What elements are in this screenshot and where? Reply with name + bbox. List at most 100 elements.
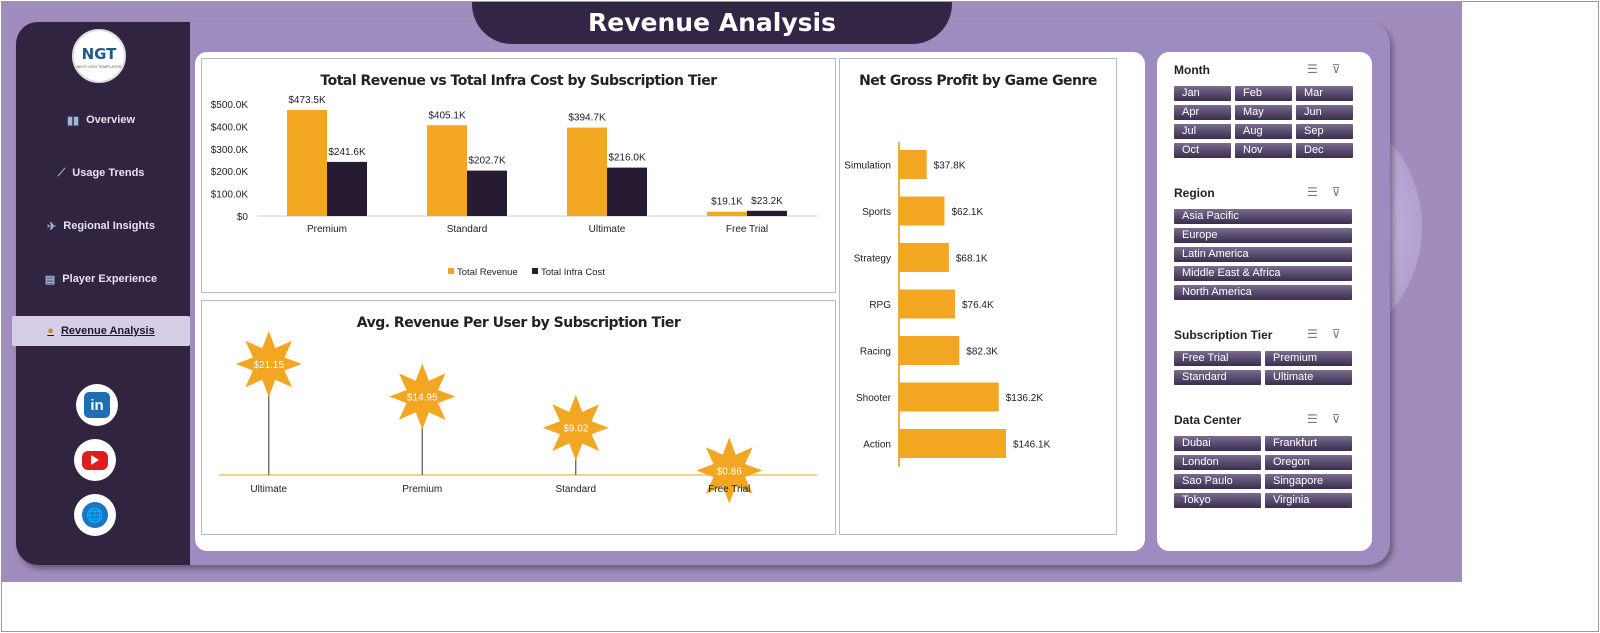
logo: NGT NEXT GEN TEMPLATES	[72, 29, 126, 83]
slicer-item[interactable]: Oregon	[1265, 455, 1352, 470]
bar-sports	[899, 196, 945, 226]
youtube-icon	[82, 450, 108, 470]
slicer-item[interactable]: May	[1235, 105, 1292, 120]
linkedin-button[interactable]: in	[76, 384, 118, 426]
slicer-item[interactable]: Dubai	[1174, 436, 1261, 451]
chart-title: Avg. Revenue Per User by Subscription Ti…	[356, 315, 681, 331]
slicer-item[interactable]: Free Trial	[1174, 351, 1261, 366]
slicer-item[interactable]: Oct	[1174, 143, 1231, 158]
slicer-item[interactable]: Nov	[1235, 143, 1292, 158]
slicer-item[interactable]: Jun	[1296, 105, 1353, 120]
sidebar-item-label: Player Experience	[62, 273, 158, 285]
bar-total-infra-cost	[747, 210, 787, 216]
bar-chart-icon: ▮▮	[66, 114, 80, 127]
slicer-item[interactable]: Tokyo	[1174, 493, 1261, 508]
bar-total-revenue	[427, 125, 467, 216]
multi-select-icon[interactable]: ☰	[1307, 327, 1318, 341]
data-label: $76.4K	[962, 300, 994, 311]
starburst-marker	[235, 331, 302, 397]
slicer-item[interactable]: Singapore	[1265, 474, 1352, 489]
slicer-item[interactable]: Mar	[1296, 86, 1353, 101]
money-bag-icon: ●	[47, 325, 54, 337]
arpu-chart: $21.15 Ultimate $14.95 Premium $9.02 Standard…	[219, 331, 817, 504]
y-tick-label: $100.0K	[211, 190, 249, 201]
data-label: $62.1K	[951, 207, 983, 218]
sidebar-item-player-experience[interactable]: ▤ Player Experience	[12, 264, 190, 294]
slicer-title: Region	[1174, 186, 1215, 200]
slicer-item[interactable]: Asia Pacific	[1174, 209, 1352, 224]
multi-select-icon[interactable]: ☰	[1307, 185, 1318, 199]
arpu-card: Avg. Revenue Per User by Subscription Ti…	[201, 300, 836, 535]
bar-racing	[899, 336, 960, 365]
slicer-item[interactable]: Aug	[1235, 124, 1292, 139]
legend-swatch	[448, 268, 454, 274]
y-tick-label: Strategy	[854, 254, 891, 265]
slicer-title: Subscription Tier	[1174, 328, 1273, 342]
sidebar-item-overview[interactable]: ▮▮ Overview	[12, 105, 190, 135]
data-label: $21.15	[253, 360, 284, 371]
data-label: $216.0K	[608, 153, 646, 164]
slicer-actions: ☰ ⊽	[1307, 185, 1341, 199]
slicer-item[interactable]: London	[1174, 455, 1261, 470]
youtube-button[interactable]	[74, 439, 116, 481]
slicer-panel: Month ☰ ⊽ Jan Feb Mar Apr May Jun Jul Aug Sep Oct Nov…	[1157, 52, 1372, 551]
slicer-title: Data Center	[1174, 413, 1242, 427]
bar-rpg	[899, 289, 955, 319]
slicer-actions: ☰ ⊽	[1307, 62, 1341, 76]
slicer-item[interactable]: Apr	[1174, 105, 1231, 120]
starburst-marker	[389, 363, 456, 430]
slicer-item[interactable]: Sep	[1296, 124, 1353, 139]
title-banner	[472, 2, 952, 44]
clear-filter-icon[interactable]: ⊽	[1331, 185, 1341, 199]
chart-title: Total Revenue vs Total Infra Cost by Sub…	[320, 73, 717, 89]
slicer-item[interactable]: Latin America	[1174, 247, 1352, 262]
data-label: $136.2K	[1006, 393, 1044, 404]
x-tick-label: Ultimate	[589, 224, 626, 235]
sidebar-item-revenue-analysis[interactable]: ● Revenue Analysis	[12, 316, 190, 346]
slicer-actions: ☰ ⊽	[1307, 412, 1341, 426]
slicer-item[interactable]: Virginia	[1265, 493, 1352, 508]
bar-total-revenue	[567, 127, 607, 216]
clear-filter-icon[interactable]: ⊽	[1331, 62, 1341, 76]
linkedin-icon: in	[84, 392, 110, 418]
data-label: $68.1K	[956, 254, 988, 265]
sidebar-item-regional-insights[interactable]: ✈ Regional Insights	[12, 211, 190, 241]
clear-filter-icon[interactable]: ⊽	[1331, 327, 1341, 341]
slicer-item[interactable]: North America	[1174, 285, 1352, 300]
gross-profit-chart: Simulation $37.8K Sports $62.1K Strategy $68.…	[844, 142, 1051, 467]
slicer-item[interactable]: Feb	[1235, 86, 1292, 101]
revenue-vs-cost-card: Total Revenue vs Total Infra Cost by Sub…	[201, 58, 836, 293]
website-button[interactable]: 🌐	[74, 494, 116, 536]
data-label: $14.95	[407, 393, 438, 404]
slicer-item[interactable]: Middle East & Africa	[1174, 266, 1352, 281]
data-label: $241.6K	[328, 147, 366, 158]
slicer-item[interactable]: Standard	[1174, 370, 1261, 385]
data-label: $473.5K	[288, 95, 326, 106]
y-tick-label: $300.0K	[211, 145, 249, 156]
slicer-item[interactable]: Premium	[1265, 351, 1352, 366]
slicer-item[interactable]: Ultimate	[1265, 370, 1352, 385]
slicer-title: Month	[1174, 63, 1210, 77]
y-tick-label: $400.0K	[211, 122, 249, 133]
y-tick-label: RPG	[869, 300, 891, 311]
slicer-item[interactable]: Jan	[1174, 86, 1231, 101]
data-label: $9.02	[563, 424, 588, 435]
slicer-item[interactable]: Dec	[1296, 143, 1353, 158]
gross-profit-card: Net Gross Profit by Game Genre Simulatio…	[839, 58, 1117, 535]
sidebar-item-label: Usage Trends	[72, 167, 145, 179]
logo-subtitle: NEXT GEN TEMPLATES	[76, 64, 122, 69]
slicer-item[interactable]: Europe	[1174, 228, 1352, 243]
legend-label: Total Infra Cost	[541, 267, 605, 278]
multi-select-icon[interactable]: ☰	[1307, 412, 1318, 426]
clear-filter-icon[interactable]: ⊽	[1331, 412, 1341, 426]
slicer-item[interactable]: Frankfurt	[1265, 436, 1352, 451]
slicer-item[interactable]: Sao Paulo	[1174, 474, 1261, 489]
sidebar-item-label: Revenue Analysis	[60, 325, 155, 337]
legend-swatch	[532, 268, 538, 274]
multi-select-icon[interactable]: ☰	[1307, 62, 1318, 76]
x-tick-label: Free Trial	[708, 484, 750, 495]
sidebar-item-usage-trends[interactable]: ⟋ Usage Trends	[12, 158, 190, 188]
slicer-item[interactable]: Jul	[1174, 124, 1231, 139]
x-tick-label: Standard	[447, 224, 488, 235]
